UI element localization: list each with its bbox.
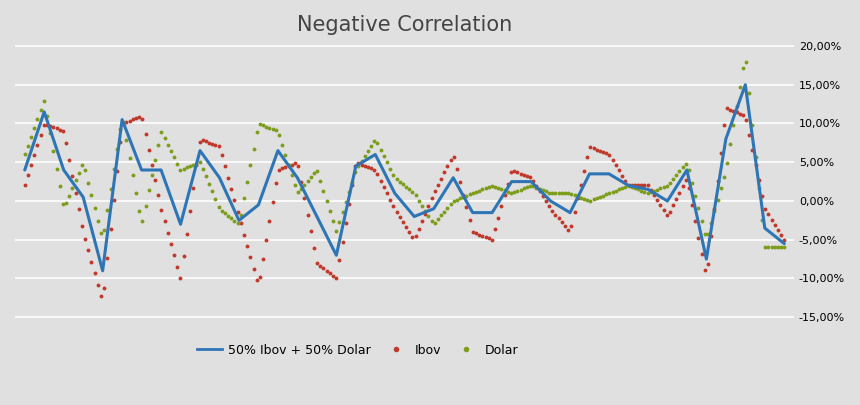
Title: Negative Correlation: Negative Correlation xyxy=(297,15,513,35)
Legend: 50% Ibov + 50% Dolar, Ibov, Dolar: 50% Ibov + 50% Dolar, Ibov, Dolar xyxy=(197,344,519,357)
